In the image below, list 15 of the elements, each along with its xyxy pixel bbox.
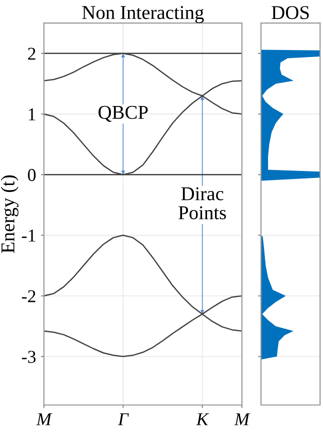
y-tick-label: 2 <box>28 48 36 60</box>
y-tick-label: 0 <box>28 168 36 182</box>
x-tick-label: M <box>234 413 250 426</box>
y-tick-label: 1 <box>28 108 36 120</box>
y-axis-title: Energy (t) <box>0 175 18 254</box>
y-tick-label: -3 <box>22 350 36 363</box>
annotation: QBCP <box>98 106 148 122</box>
x-tick-label: K <box>196 413 210 426</box>
chart-title: Non Interacting <box>82 6 204 24</box>
chart-title: DOS <box>272 6 309 20</box>
y-tick-label: -2 <box>22 290 36 302</box>
annotation: Dirac Points <box>178 187 226 220</box>
x-tick-label: M <box>36 413 52 426</box>
x-tick-label: Γ <box>118 413 129 426</box>
y-tick-label: -1 <box>22 230 36 242</box>
